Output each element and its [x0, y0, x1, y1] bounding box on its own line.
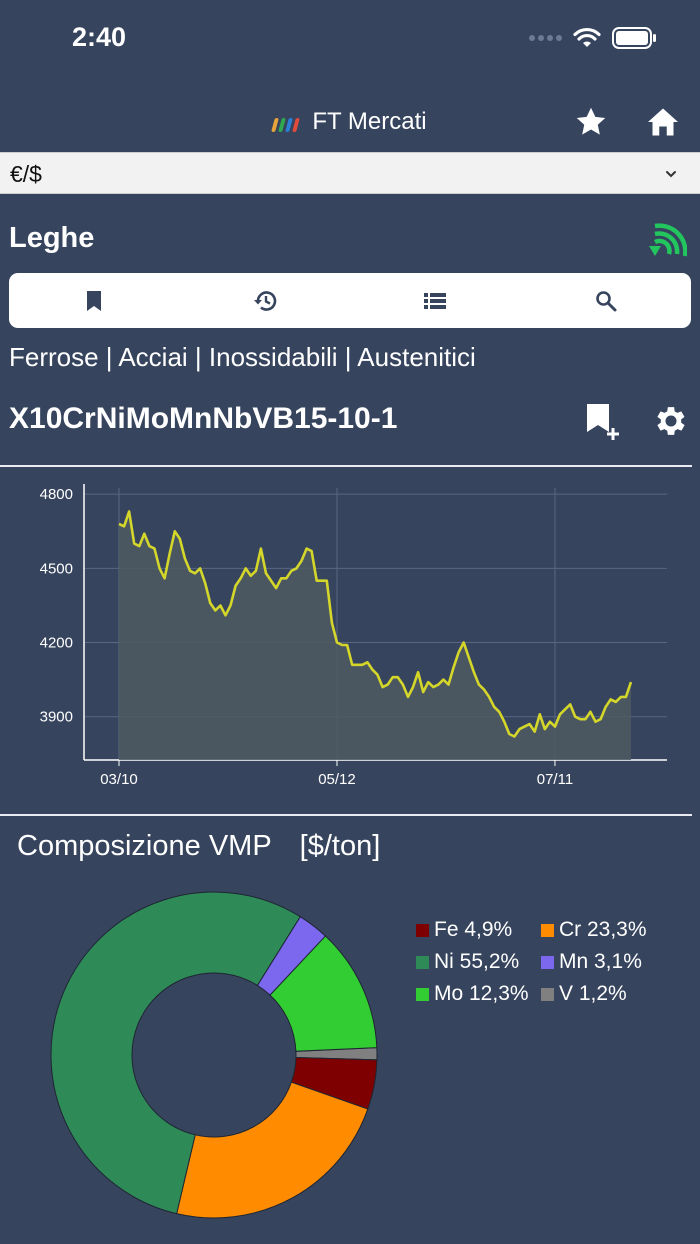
donut-slice-mo [269, 935, 378, 1052]
composition-title-group: Composizione VMP [$/ton] [17, 830, 380, 863]
currency-select[interactable]: €/$ [0, 152, 700, 194]
legend-label: Fe 4,9% [434, 918, 513, 941]
x-tick-label: 03/10 [100, 771, 138, 788]
legend-label: Cr 23,3% [559, 918, 647, 941]
alloy-name: X10CrNiMoMnNbVB15-10-1 [9, 402, 398, 435]
app-logo-icon [271, 112, 301, 132]
price-line [118, 510, 633, 738]
legend-row: Mo 12,3% V 1,2% [416, 978, 696, 1010]
tool-bar [9, 273, 691, 328]
divider [0, 465, 692, 467]
legend-item-cr: Cr 23,3% [541, 918, 681, 942]
legend-label: Mn 3,1% [559, 950, 642, 973]
home-icon[interactable] [644, 104, 682, 140]
price-area [119, 511, 631, 760]
legend-item-mn: Mn 3,1% [541, 950, 681, 974]
composition-legend: Fe 4,9% Cr 23,3% Ni 55,2% Mn 3,1% Mo 12,… [416, 914, 696, 1010]
currency-value: €/$ [10, 161, 42, 187]
legend-item-fe: Fe 4,9% [416, 918, 541, 942]
price-chart-svg: 3900 4200 4500 4800 03/10 05/12 07/11 [40, 484, 667, 788]
list-button[interactable] [350, 273, 521, 328]
section-title: Leghe [9, 222, 95, 254]
search-button[interactable] [521, 273, 692, 328]
legend-item-v: V 1,2% [541, 982, 681, 1006]
wifi-icon [573, 27, 601, 47]
app-title: FT Mercati [312, 108, 427, 135]
donut-slice-ni [50, 891, 301, 1215]
legend-row: Fe 4,9% Cr 23,3% [416, 914, 696, 946]
status-time: 2:40 [72, 22, 127, 52]
history-icon [253, 290, 277, 311]
nav-bar: FT Mercati [0, 92, 700, 152]
legend-swatch [541, 923, 554, 937]
category-breadcrumb: Ferrose | Acciai | Inossidabili | Austen… [9, 342, 476, 372]
y-tick-label: 4800 [40, 486, 73, 503]
legend-label: V 1,2% [559, 982, 627, 1005]
bookmarks-button[interactable] [9, 273, 180, 328]
live-feed-icon[interactable] [645, 220, 687, 260]
y-tick-label: 4500 [40, 560, 73, 577]
donut-svg [50, 891, 378, 1219]
composition-donut-chart [0, 880, 400, 1230]
history-button[interactable] [180, 273, 351, 328]
legend-row: Ni 55,2% Mn 3,1% [416, 946, 696, 978]
divider [0, 814, 692, 816]
search-icon [595, 290, 617, 311]
donut-slice-cr [176, 1081, 369, 1219]
battery-icon [612, 27, 656, 49]
nav-title-group: FT Mercati [0, 108, 700, 136]
x-tick-label: 07/11 [537, 771, 573, 788]
legend-label: Mo 12,3% [434, 982, 529, 1005]
composition-unit: [$/ton] [299, 830, 381, 862]
y-tick-label: 3900 [40, 709, 73, 726]
y-tick-label: 4200 [40, 635, 73, 652]
legend-label: Ni 55,2% [434, 950, 520, 973]
legend-item-ni: Ni 55,2% [416, 950, 541, 974]
add-bookmark-icon[interactable] [584, 402, 622, 442]
composition-title: Composizione VMP [17, 830, 272, 862]
list-icon [424, 292, 447, 309]
legend-swatch [416, 987, 429, 1001]
legend-swatch [416, 955, 429, 969]
favorites-star-icon[interactable] [572, 104, 610, 140]
legend-item-mo: Mo 12,3% [416, 982, 541, 1006]
legend-swatch [541, 987, 554, 1001]
price-chart: 3900 4200 4500 4800 03/10 05/12 07/11 [0, 476, 700, 796]
settings-gear-icon[interactable] [652, 402, 690, 440]
cellular-signal-icon [529, 35, 562, 41]
status-icons [529, 26, 658, 50]
chevron-down-icon [666, 171, 676, 178]
bookmark-icon [87, 290, 102, 311]
legend-swatch [416, 923, 429, 937]
x-tick-label: 05/12 [318, 771, 356, 788]
status-bar: 2:40 [0, 0, 700, 80]
legend-swatch [541, 955, 554, 969]
